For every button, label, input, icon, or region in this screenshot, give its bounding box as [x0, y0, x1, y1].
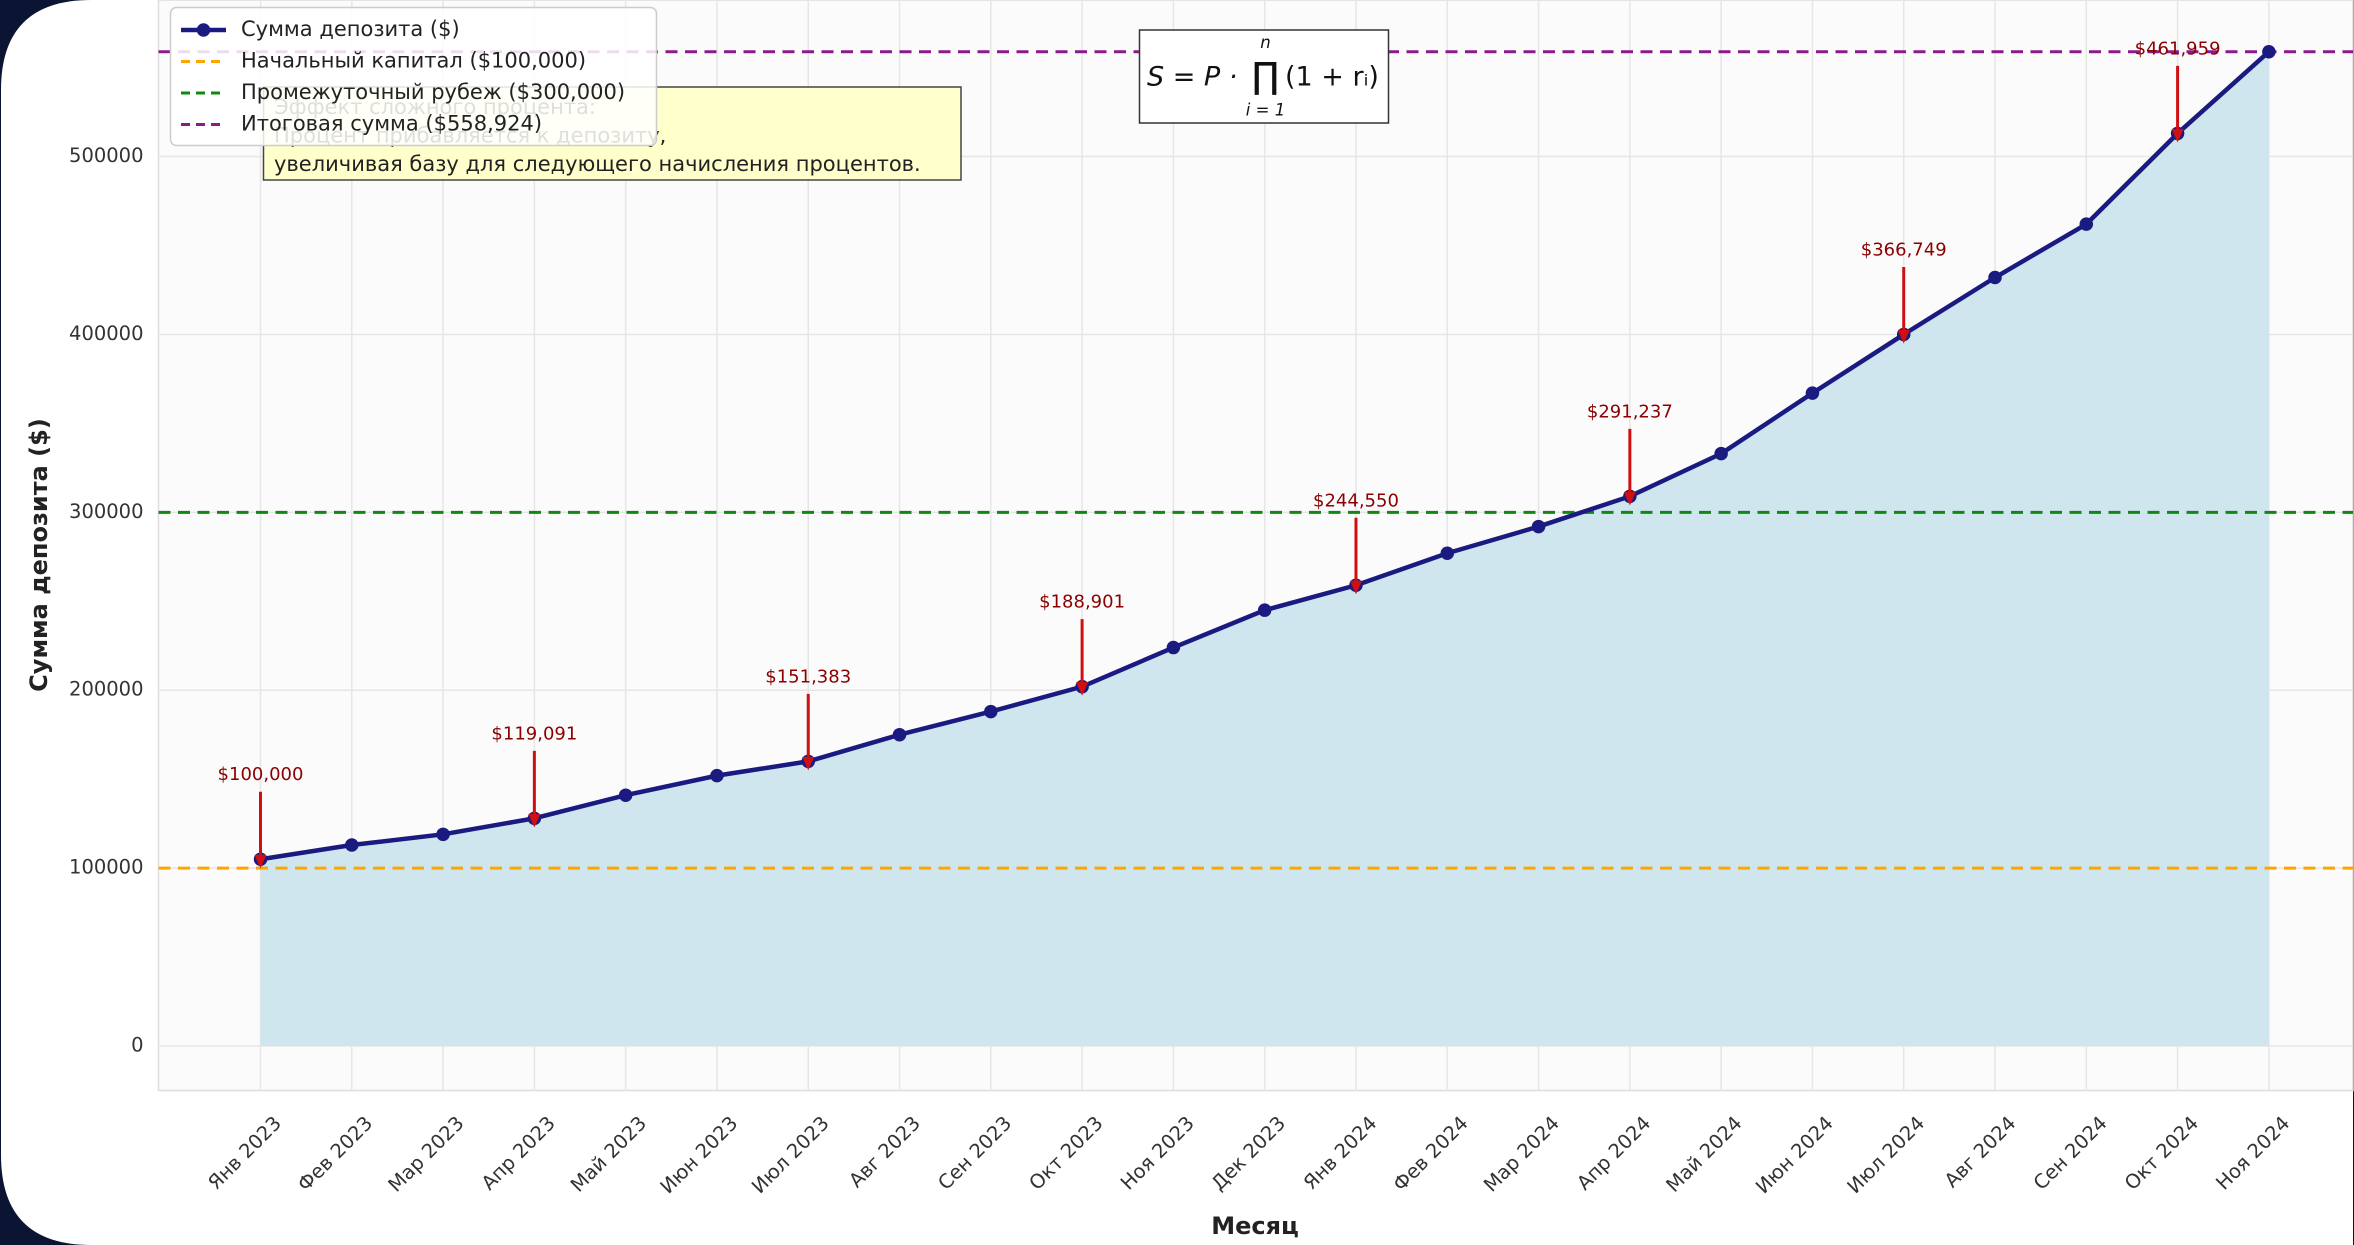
formula-upper: n [1260, 33, 1270, 52]
y-tick-label: 400000 [69, 322, 143, 345]
annotation-label: $461,959 [2135, 38, 2221, 59]
annotation-label: $291,237 [1587, 401, 1673, 422]
point [2079, 217, 2094, 231]
annotation-label: $151,383 [765, 666, 851, 687]
point [1531, 519, 1546, 534]
annotation-label: $100,000 [218, 764, 304, 785]
y-axis-label: Сумма депозита ($) [25, 418, 53, 692]
point [436, 827, 450, 842]
annotation-label: $244,550 [1313, 490, 1399, 511]
formula-op: ∏ [1252, 56, 1279, 97]
annotation-arrowhead [1623, 491, 1636, 506]
point [984, 704, 998, 719]
point [1440, 546, 1455, 561]
annotation-label: $188,901 [1039, 592, 1125, 613]
formula-lhs: S = P · [1147, 62, 1237, 93]
point [892, 727, 907, 742]
annotation-arrowhead [254, 854, 267, 869]
y-tick-label: 0 [131, 1034, 143, 1057]
legend-label: Итоговая сумма ($558,924) [241, 112, 542, 136]
y-tick-label: 300000 [69, 500, 143, 523]
note-text: увеличивая базу для следующего начислени… [274, 152, 921, 176]
legend-label: Промежуточный рубеж ($300,000) [241, 80, 625, 104]
point [618, 788, 633, 802]
legend-label: Сумма депозита ($) [241, 17, 460, 41]
formula-lower: i = 1 [1246, 101, 1285, 120]
area [260, 51, 2269, 1047]
point [710, 768, 724, 783]
point [1988, 270, 2002, 285]
formula-rhs: (1 + rᵢ) [1285, 62, 1379, 93]
point [1257, 603, 1272, 617]
y-tick-label: 200000 [69, 678, 143, 701]
point [1166, 640, 1181, 655]
x-axis-label: Месяц [1211, 1212, 1299, 1240]
formula-box [1138, 29, 1390, 124]
annotation-arrowhead [1076, 682, 1089, 696]
point [1714, 446, 1728, 461]
y-tick-label: 500000 [69, 144, 143, 167]
legend-label: Начальный капитал ($100,000) [241, 49, 586, 73]
point [2262, 44, 2276, 59]
point [1805, 386, 1820, 400]
annotation-label: $119,091 [491, 723, 577, 744]
annotation-arrowhead [2171, 128, 2184, 143]
annotation-arrowhead [1897, 329, 1910, 344]
legend-box [169, 6, 658, 147]
annotation-label: $366,749 [1861, 239, 1947, 260]
point [345, 838, 359, 852]
legend-swatch-marker [196, 23, 211, 37]
annotation-arrowhead [802, 756, 815, 771]
annotation-arrowhead [1349, 580, 1362, 595]
annotation-arrowhead [528, 813, 541, 828]
y-tick-label: 100000 [69, 856, 143, 879]
